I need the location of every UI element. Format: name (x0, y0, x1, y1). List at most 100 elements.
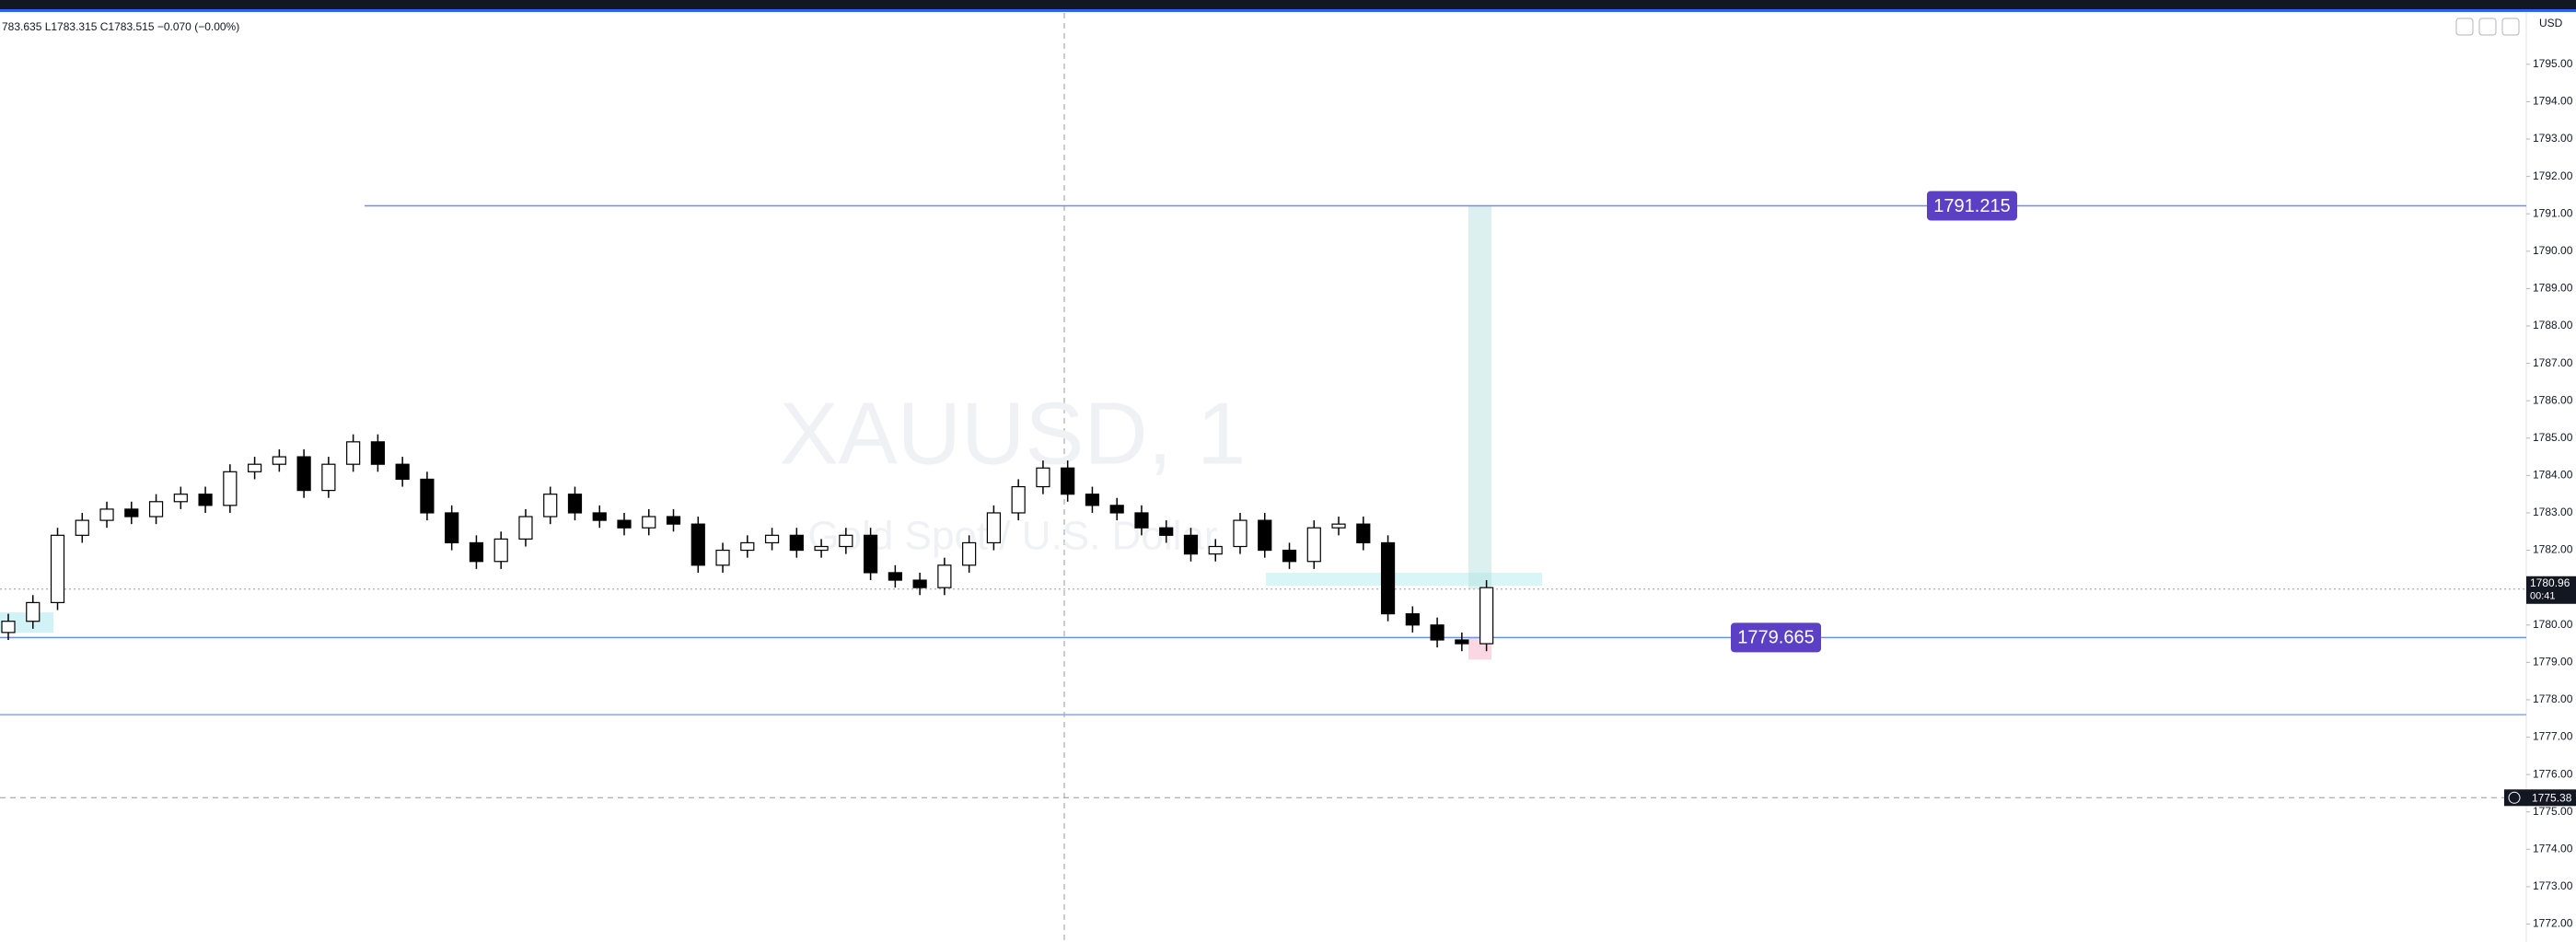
candle (1258, 512, 1272, 558)
candle-body (1282, 549, 1297, 563)
candle (272, 448, 286, 472)
candle (469, 535, 484, 569)
candle (1430, 617, 1445, 648)
y-tick-label: 1782.00 (2533, 543, 2573, 556)
candle-body (888, 572, 902, 581)
candle (445, 505, 459, 551)
y-tick-label: 1777.00 (2533, 730, 2573, 743)
toolbar-accent (0, 9, 2576, 12)
candle (937, 557, 952, 596)
candle-body (1455, 639, 1469, 645)
candle-body (50, 534, 65, 603)
y-tick-label: 1789.00 (2533, 282, 2573, 295)
y-tick-label: 1775.00 (2533, 805, 2573, 818)
candle (518, 508, 533, 547)
candle-body (75, 519, 89, 536)
candle (986, 505, 1002, 551)
y-tick-label: 1783.00 (2533, 506, 2573, 518)
reset-button[interactable] (2501, 17, 2520, 36)
candle (370, 434, 385, 472)
candle-body (1356, 523, 1371, 544)
candle (1134, 505, 1149, 536)
candle (715, 542, 730, 573)
y-tick-label: 1773.00 (2533, 879, 2573, 892)
candle-body (1109, 505, 1124, 514)
candle-body (1, 621, 16, 634)
level-label: 1791.215 (1933, 196, 2010, 216)
candle (617, 512, 632, 536)
candle (321, 457, 336, 498)
candle (223, 464, 238, 513)
candle-body (592, 512, 607, 521)
candle-body (1306, 527, 1321, 563)
y-tick-label: 1780.00 (2533, 618, 2573, 631)
candle-body (469, 541, 484, 563)
candle (296, 448, 311, 498)
candle (863, 528, 878, 581)
candle (690, 517, 705, 573)
candle (814, 539, 829, 558)
last-price-label: 1780.96 (2530, 576, 2570, 589)
candle (1208, 539, 1223, 562)
currency-label[interactable]: USD (2539, 17, 2563, 29)
candle-body (124, 508, 139, 518)
candle (148, 494, 164, 525)
candle (75, 512, 89, 543)
alert-label: 1775.38 (2532, 791, 2572, 804)
candle (839, 528, 853, 554)
last-price-tag (2526, 576, 2576, 604)
y-tick-label: 1794.00 (2533, 95, 2573, 108)
candle (642, 508, 656, 536)
candle-body (642, 516, 656, 529)
candle (1331, 517, 1346, 536)
candle-body (173, 494, 188, 503)
candle-body (567, 494, 583, 514)
candle-body (1134, 512, 1149, 529)
candle-body (690, 523, 705, 566)
candle-body (1085, 494, 1100, 506)
candle (1085, 486, 1100, 513)
candle-body (814, 545, 829, 552)
candle (1061, 460, 1075, 502)
candle (493, 531, 508, 569)
y-tick-label: 1774.00 (2533, 842, 2573, 855)
candle (1479, 580, 1494, 652)
candle-body (420, 478, 435, 514)
candle-body (248, 463, 262, 472)
scroll-button[interactable] (2455, 17, 2474, 36)
candle-body (518, 516, 533, 540)
candle-body (764, 534, 780, 544)
candle (198, 486, 213, 513)
candle (1380, 535, 1396, 622)
candle (26, 595, 41, 629)
y-tick-label: 1790.00 (2533, 244, 2573, 257)
y-tick-label: 1784.00 (2533, 469, 2573, 482)
candle-body (715, 549, 730, 566)
candle-body (198, 494, 213, 506)
candle-body (543, 494, 558, 518)
candle (764, 528, 780, 551)
candle (346, 434, 361, 472)
candle-body (912, 579, 927, 588)
candle-body (1036, 467, 1050, 488)
candle (1233, 512, 1247, 554)
candle-body (493, 538, 508, 563)
candle-body (1183, 534, 1199, 555)
candle-body (26, 601, 41, 622)
candle (1109, 497, 1124, 521)
candle-body (1331, 523, 1346, 529)
y-tick-label: 1788.00 (2533, 319, 2573, 331)
y-tick-label: 1785.00 (2533, 431, 2573, 444)
fullscreen-button[interactable] (2478, 17, 2497, 36)
candle (789, 528, 804, 558)
candle-body (272, 456, 286, 465)
candle (1356, 517, 1371, 551)
candle (592, 505, 607, 529)
candle (1306, 520, 1321, 569)
candle (1282, 542, 1297, 569)
candle (248, 457, 262, 480)
candle-body (1233, 519, 1247, 548)
candle-body (1258, 519, 1272, 552)
